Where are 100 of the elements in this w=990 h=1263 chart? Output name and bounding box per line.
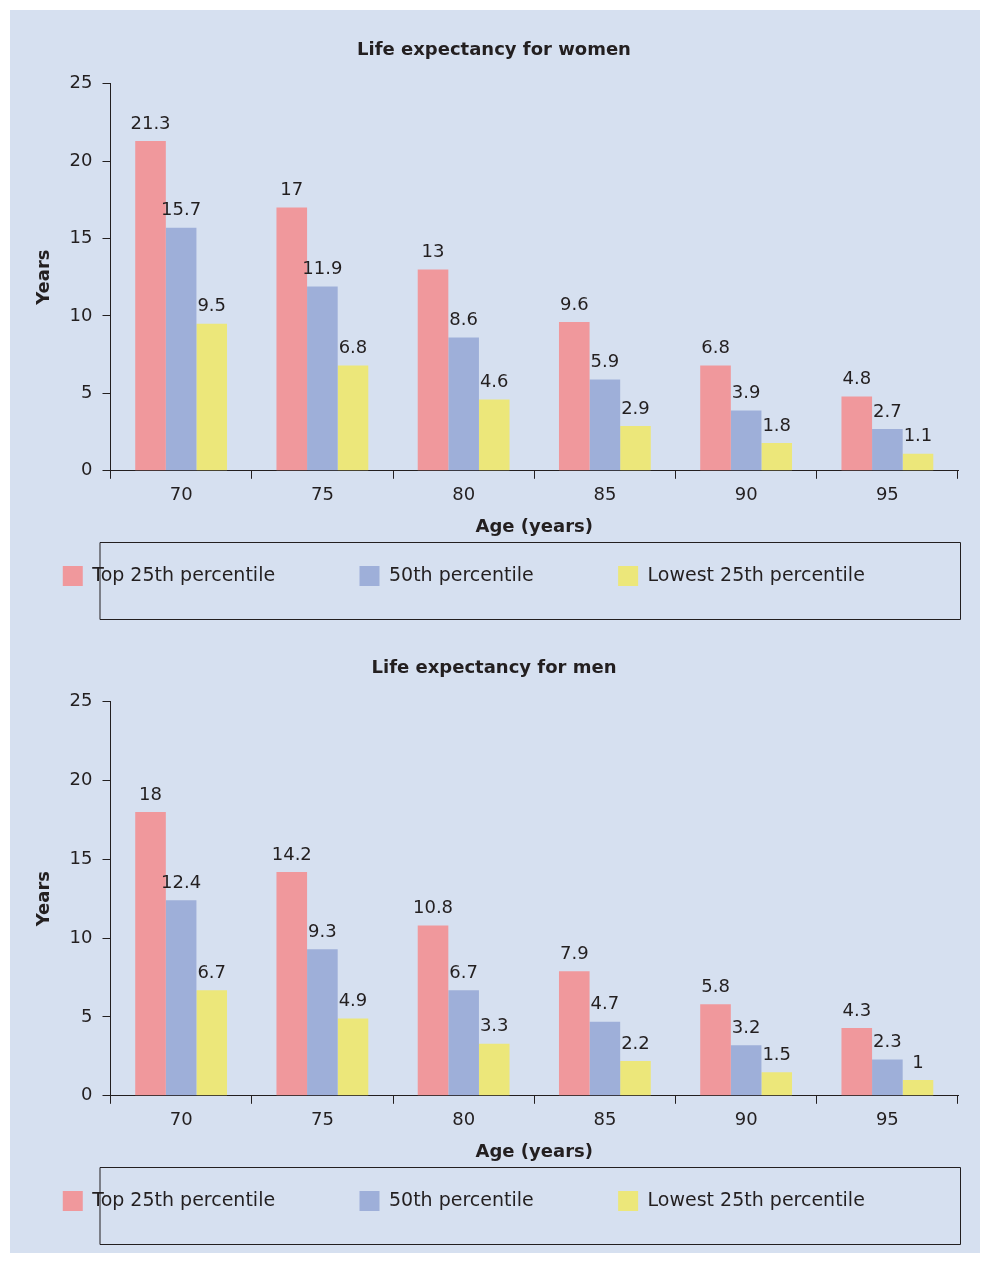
legend-label: Top 25th percentile	[91, 1187, 336, 1210]
data-label: 10.8	[412, 896, 454, 918]
bar	[417, 925, 449, 1096]
bar	[730, 1045, 762, 1096]
data-label: 9.3	[308, 919, 337, 941]
data-label: 4.3	[842, 998, 872, 1020]
bar	[165, 900, 197, 1096]
x-tick-label: 95	[875, 1108, 899, 1130]
x-tick-label: 90	[734, 1108, 758, 1130]
y-tick-label: 25	[69, 689, 93, 711]
bar	[902, 1080, 934, 1096]
bar	[761, 442, 793, 471]
x-tick-label: 85	[593, 483, 617, 505]
bar	[620, 425, 651, 471]
data-label: 5.8	[701, 975, 730, 997]
x-axis-title: Age (years)	[475, 1139, 593, 1161]
bar	[448, 990, 479, 1096]
bar	[307, 286, 338, 471]
y-tick-label: 10	[69, 303, 93, 325]
bar	[337, 1018, 369, 1096]
data-label: 2.2	[621, 1031, 650, 1053]
data-label: 6.8	[701, 336, 730, 358]
bar	[700, 1004, 731, 1096]
legend-label: Lowest 25th percentile	[647, 1187, 926, 1210]
data-label: 6.7	[197, 960, 227, 982]
x-axis-title: Age (years)	[475, 514, 593, 536]
data-label: 18	[139, 782, 162, 804]
x-tick-label: 85	[593, 1108, 617, 1130]
data-label: 21.3	[130, 111, 171, 133]
data-label: 1.1	[903, 424, 933, 446]
data-label: 1.8	[762, 413, 792, 435]
data-label: 3.9	[731, 381, 761, 403]
bar	[700, 365, 731, 471]
data-label: 4.6	[479, 370, 509, 392]
data-label: 3.3	[479, 1014, 509, 1036]
data-label: 11.9	[302, 257, 343, 279]
bar	[165, 227, 197, 471]
data-label: 2.9	[621, 396, 650, 418]
x-tick-label: 75	[310, 1108, 334, 1130]
data-label: 14.2	[271, 842, 312, 864]
bar	[902, 453, 934, 471]
bar	[307, 949, 338, 1096]
data-label: 5.9	[590, 350, 620, 372]
legend-label: 50th percentile	[388, 1187, 595, 1210]
bar	[196, 990, 228, 1096]
data-label: 7.9	[559, 941, 589, 963]
bar	[276, 871, 308, 1096]
bar	[872, 1059, 903, 1096]
legend-label: Lowest 25th percentile	[647, 562, 926, 585]
bar	[417, 269, 449, 471]
bar	[196, 323, 228, 471]
y-tick-label: 15	[69, 226, 93, 248]
legend-label: Top 25th percentile	[91, 562, 336, 585]
bar	[841, 1028, 873, 1096]
bar	[620, 1061, 651, 1096]
chart-title: Life expectancy for men	[371, 656, 617, 678]
bar	[589, 1021, 621, 1096]
x-tick-label: 75	[310, 483, 334, 505]
y-tick-label: 5	[81, 1004, 93, 1026]
x-tick-label: 70	[169, 1108, 193, 1130]
data-label: 4.9	[338, 989, 368, 1011]
y-tick-label: 25	[69, 71, 93, 93]
x-tick-label: 90	[734, 483, 758, 505]
bar	[841, 396, 873, 471]
bar	[589, 379, 621, 471]
y-tick-label: 0	[81, 458, 93, 480]
bar	[558, 322, 590, 471]
y-tick-label: 20	[69, 768, 93, 790]
y-tick-label: 10	[69, 925, 93, 947]
bar	[478, 399, 510, 471]
y-tick-label: 0	[81, 1083, 93, 1105]
y-tick-label: 20	[69, 148, 93, 170]
data-label: 2.3	[873, 1030, 902, 1052]
chart-title: Life expectancy for women	[357, 38, 631, 60]
data-label: 9.5	[197, 294, 227, 316]
bar	[730, 410, 762, 471]
data-label: 12.4	[161, 870, 202, 892]
bar	[478, 1043, 510, 1096]
data-label: 1	[912, 1050, 924, 1072]
bar	[872, 428, 903, 471]
bar	[558, 971, 590, 1096]
data-label: 2.7	[873, 399, 902, 421]
x-tick-label: 95	[875, 483, 899, 505]
y-tick-label: 5	[81, 381, 93, 403]
data-label: 6.7	[449, 960, 478, 982]
x-tick-label: 70	[169, 483, 193, 505]
data-label: 1.5	[762, 1042, 792, 1064]
data-label: 13	[421, 240, 445, 262]
bar	[337, 365, 369, 471]
data-label: 4.8	[842, 367, 872, 389]
x-tick-label: 80	[452, 483, 476, 505]
data-label: 6.8	[338, 336, 368, 358]
bar	[448, 337, 479, 471]
data-label: 15.7	[161, 198, 202, 220]
legend-label: 50th percentile	[388, 562, 595, 585]
x-tick-label: 80	[452, 1108, 476, 1130]
data-label: 17	[280, 178, 304, 200]
data-label: 9.6	[559, 292, 589, 314]
bar	[761, 1072, 793, 1096]
data-label: 4.7	[590, 992, 620, 1014]
